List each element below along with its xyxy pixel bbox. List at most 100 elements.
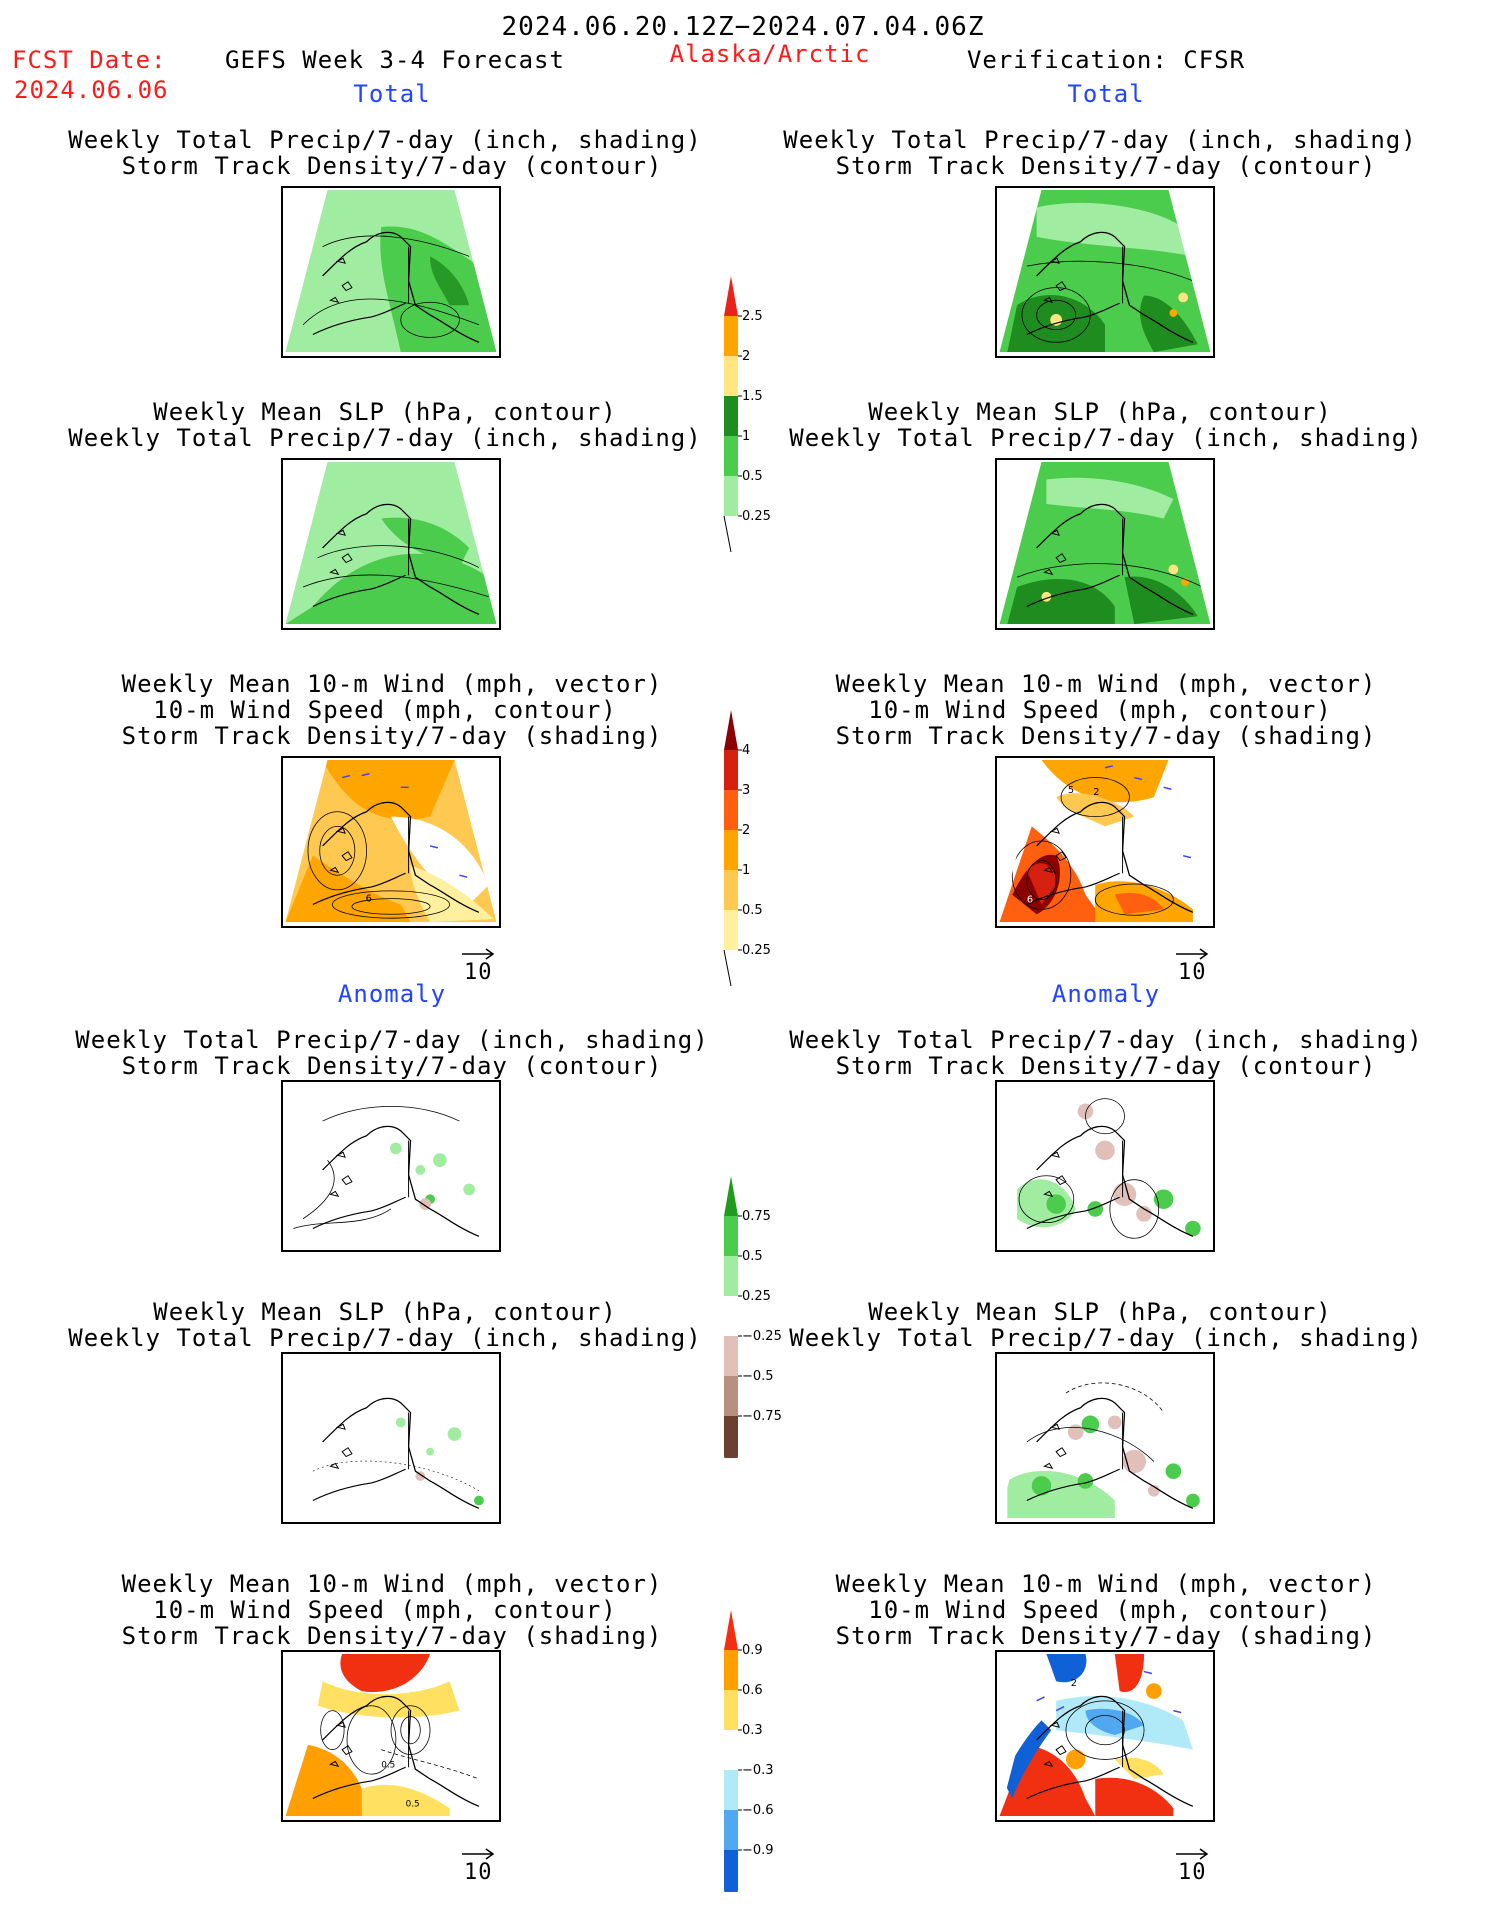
colorbar-segment: [724, 396, 738, 436]
title-storm-contour: Storm Track Density/7-day (contour): [121, 152, 663, 180]
title-precip: Weekly Total Precip/7-day (inch, shading…: [75, 1026, 709, 1054]
colorbar-label: −0.3: [742, 1763, 774, 1778]
title-precip: Weekly Total Precip/7-day (inch, shading…: [68, 424, 702, 452]
colorbar-segment: [724, 1376, 738, 1416]
title-storm-shading: Storm Track Density/7-day (shading): [121, 1622, 663, 1650]
map-cfsr-anom-wind-storm: 2: [995, 1650, 1215, 1822]
colorbar-label: 0.5: [742, 1249, 763, 1264]
verification-title: Verification: CFSR: [966, 46, 1246, 74]
colorbar-label: 2: [742, 823, 750, 838]
title-wind-speed: 10-m Wind Speed (mph, contour): [868, 1596, 1332, 1624]
title-slp: Weekly Mean SLP (hPa, contour): [868, 398, 1332, 426]
colorbar-label: 4: [742, 743, 750, 758]
colorbar-label: 2: [742, 349, 750, 364]
title-wind-vector: Weekly Mean 10-m Wind (mph, vector): [121, 670, 663, 698]
vector-reference-label: 10: [1178, 1860, 1207, 1885]
title-precip: Weekly Total Precip/7-day (inch, shading…: [789, 424, 1423, 452]
wind-contour-label: 0.5: [406, 1799, 420, 1809]
colorbar-segment: [724, 1256, 738, 1296]
colorbar-segment: [724, 1770, 738, 1810]
period-title: 2024.06.20.12Z−2024.07.04.06Z: [501, 12, 985, 42]
wind-contour-label: 6: [366, 894, 372, 905]
colorbar-storm-total: 4 3 2 1 0.5 0.25: [718, 702, 788, 992]
vector-reference-arrow: [1174, 1842, 1210, 1867]
model-title: GEFS Week 3-4 Forecast: [225, 46, 565, 74]
section-anomaly-right: Anomaly: [1051, 980, 1161, 1008]
colorbar-segment: [724, 1336, 738, 1376]
colorbar-label: 0.25: [742, 509, 771, 524]
map-cfsr-anom-slp-precip: [995, 1352, 1215, 1524]
title-wind-speed: 10-m Wind Speed (mph, contour): [153, 696, 617, 724]
colorbar-label: 1: [742, 863, 750, 878]
colorbar-label: 1: [742, 429, 750, 444]
title-wind-speed: 10-m Wind Speed (mph, contour): [868, 696, 1332, 724]
colorbar-segment: [724, 1650, 738, 1690]
colorbar-segment: [724, 1810, 738, 1850]
wind-contour-label: 6: [1027, 895, 1033, 906]
title-precip: Weekly Total Precip/7-day (inch, shading…: [68, 1324, 702, 1352]
title-slp: Weekly Mean SLP (hPa, contour): [153, 1298, 617, 1326]
colorbar-label: 0.9: [742, 1643, 763, 1658]
colorbar-segment: [724, 356, 738, 396]
colorbar-end-triangle: [723, 515, 732, 553]
colorbar-segment: [724, 276, 738, 316]
title-wind-vector: Weekly Mean 10-m Wind (mph, vector): [835, 670, 1377, 698]
colorbar-precip-total: 2.5 2 1.5 1 0.5 0.25: [718, 268, 788, 558]
map-cfsr-anom-precip-storm: [995, 1080, 1215, 1252]
colorbar-label: 0.25: [742, 943, 771, 958]
colorbar-segment: [724, 870, 738, 910]
map-gefs-total-slp-precip: [281, 458, 501, 630]
title-precip: Weekly Total Precip/7-day (inch, shading…: [68, 126, 702, 154]
colorbar-label: 0.75: [742, 1209, 771, 1224]
wind-contour-label: 0.5: [381, 1760, 395, 1770]
colorbar-label: −0.75: [742, 1409, 782, 1424]
colorbar-label: −0.6: [742, 1803, 774, 1818]
colorbar-segment: [724, 1216, 738, 1256]
colorbar-segment: [724, 1296, 738, 1336]
map-gefs-anom-slp-precip: [281, 1352, 501, 1524]
map-gefs-total-wind-storm: 6: [281, 756, 501, 928]
colorbar-segment: [724, 750, 738, 790]
colorbar-segment: [724, 790, 738, 830]
colorbar-label: 0.6: [742, 1683, 763, 1698]
colorbar-segment: [724, 476, 738, 516]
colorbar-label: −0.25: [742, 1329, 782, 1344]
colorbar-label: 0.25: [742, 1289, 771, 1304]
title-storm-contour: Storm Track Density/7-day (contour): [835, 152, 1377, 180]
section-total-left: Total: [353, 80, 431, 108]
title-wind-speed: 10-m Wind Speed (mph, contour): [153, 1596, 617, 1624]
colorbar-label: −0.9: [742, 1843, 774, 1858]
colorbar-segment: [724, 830, 738, 870]
title-storm-shading: Storm Track Density/7-day (shading): [835, 722, 1377, 750]
title-wind-vector: Weekly Mean 10-m Wind (mph, vector): [835, 1570, 1377, 1598]
colorbar-end-triangle: [723, 949, 732, 987]
title-storm-contour: Storm Track Density/7-day (contour): [835, 1052, 1377, 1080]
colorbar-segment: [724, 436, 738, 476]
colorbar-segment: [724, 910, 738, 950]
title-slp: Weekly Mean SLP (hPa, contour): [868, 1298, 1332, 1326]
title-slp: Weekly Mean SLP (hPa, contour): [153, 398, 617, 426]
colorbar-end-triangle: [724, 1890, 738, 1892]
map-cfsr-total-wind-storm: 5 2 6: [995, 756, 1215, 928]
title-storm-shading: Storm Track Density/7-day (shading): [835, 1622, 1377, 1650]
colorbar-segment: [724, 1610, 738, 1650]
colorbar-end-triangle: [724, 1456, 738, 1458]
colorbar-label: 2.5: [742, 309, 763, 324]
title-storm-contour: Storm Track Density/7-day (contour): [121, 1052, 663, 1080]
map-gefs-anom-wind-storm: 0.5 0.5: [281, 1650, 501, 1822]
colorbar-storm-anomaly: 0.9 0.6 0.3 −0.3 −0.6 −0.9: [718, 1602, 788, 1892]
fcst-date-value: 2024.06.06: [14, 76, 169, 104]
colorbar-segment: [724, 1690, 738, 1730]
colorbar-segment: [724, 316, 738, 356]
map-gefs-anom-precip-storm: [281, 1080, 501, 1252]
map-cfsr-total-slp-precip: [995, 458, 1215, 630]
wind-contour-label: 2: [1071, 1678, 1077, 1689]
colorbar-label: 1.5: [742, 389, 763, 404]
region-title: Alaska/Arctic: [669, 40, 871, 68]
colorbar-label: 0.3: [742, 1723, 763, 1738]
title-precip: Weekly Total Precip/7-day (inch, shading…: [789, 1026, 1423, 1054]
title-precip: Weekly Total Precip/7-day (inch, shading…: [789, 1324, 1423, 1352]
vector-reference-label: 10: [1178, 960, 1207, 985]
vector-reference-arrow: [460, 1842, 496, 1867]
colorbar-label: 0.5: [742, 469, 763, 484]
